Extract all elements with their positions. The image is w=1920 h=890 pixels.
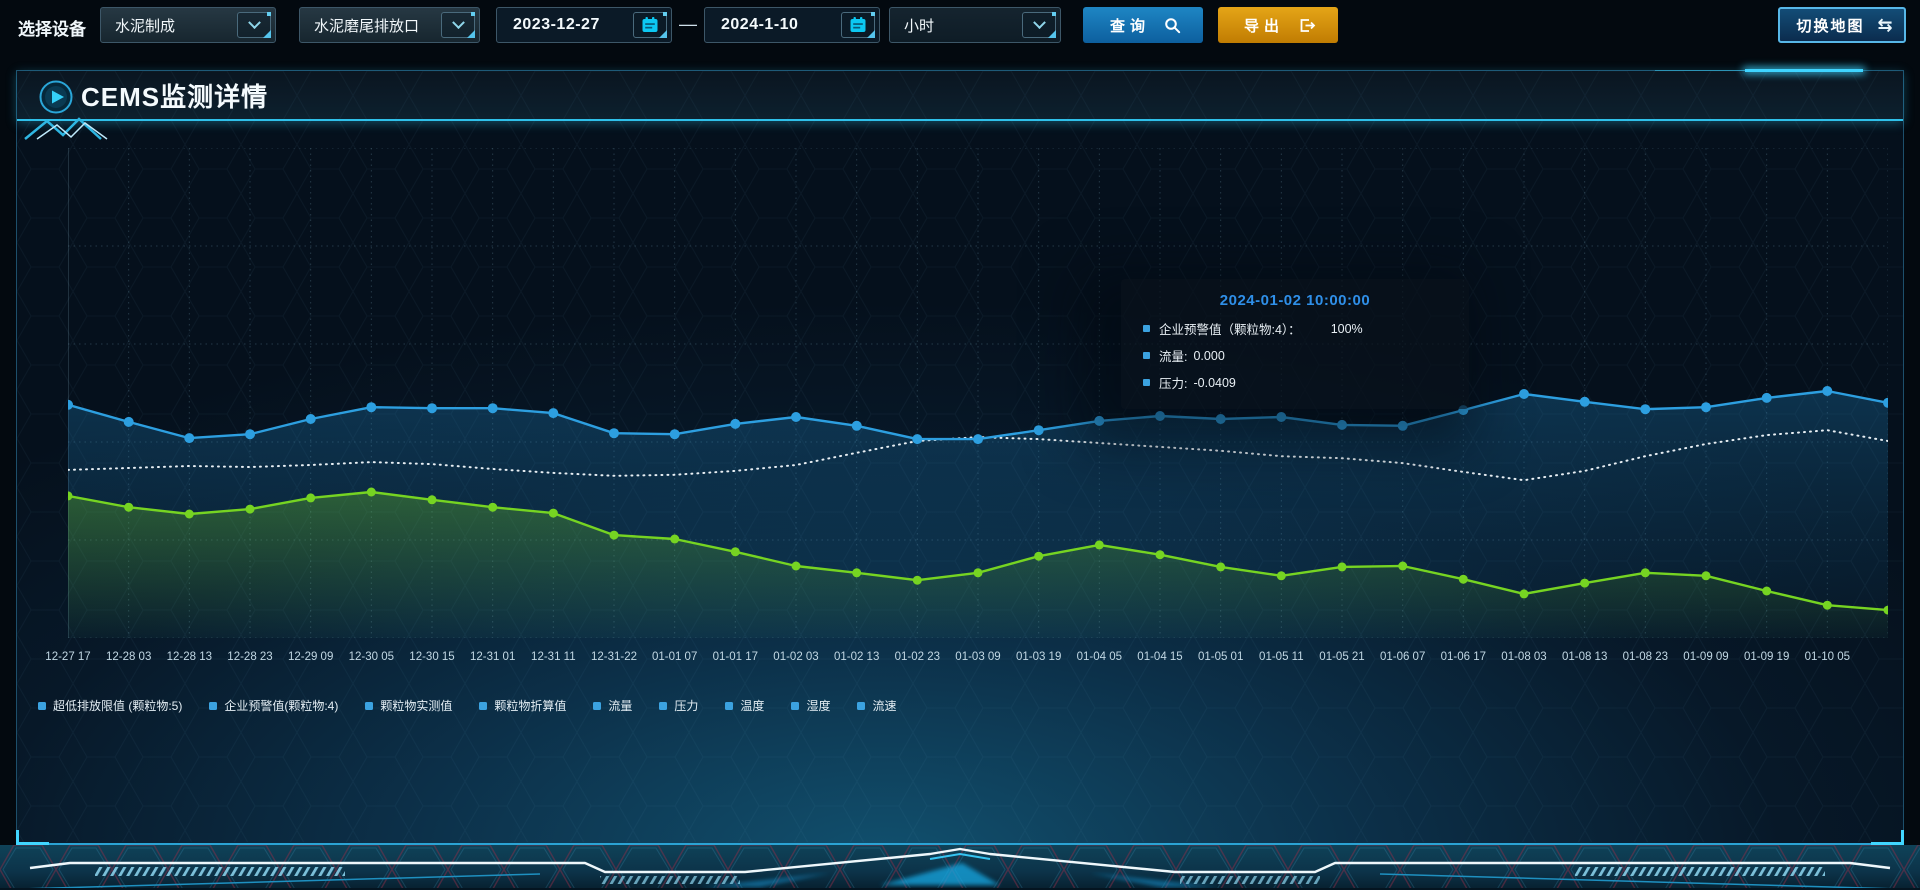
x-axis-label: 12-30 15 [409,651,455,663]
x-axis-label: 01-06 07 [1379,651,1426,663]
legend-item-label: 流速 [872,699,897,713]
x-axis-label: 01-02 13 [833,651,880,663]
device-group-select[interactable]: 水泥制成 [100,7,276,43]
legend-item-label: 超低排放限值 (颗粒物:5) [53,699,183,713]
chart-legend: 超低排放限值 (颗粒物:5) 企业预警值(颗粒物:4) 颗粒物实测值 颗粒物折算值 流量… [38,697,896,714]
x-axis-label: 01-08 13 [1561,651,1608,663]
x-axis-label: 01-08 23 [1622,651,1669,663]
legend-marker-icon [593,701,602,710]
date-range-separator: — [679,14,697,34]
legend-marker-icon [725,701,734,710]
footer-decoration [0,845,1920,890]
x-axis-label: 01-08 03 [1501,651,1547,663]
start-date-input[interactable]: 2023-12-27 [496,7,672,43]
legend-item-label: 压力 [674,699,699,713]
legend-marker-icon [791,701,800,710]
x-axis-label: 01-01 17 [712,651,759,663]
cems-panel: CEMS监测详情 12-27 17 12-28 03 12-28 13 12-28 2… [16,69,1904,845]
switch-map-button[interactable]: 切换地图 ⇆ [1778,7,1906,43]
legend-item[interactable]: 温度 [725,697,764,714]
select-device-label: 选择设备 [18,20,86,39]
x-axis-labels: 12-27 17 12-28 03 12-28 13 12-28 23 12-29 09… [45,651,1888,669]
x-axis-label: 12-28 13 [166,651,213,663]
legend-item[interactable]: 压力 [659,697,698,714]
swap-arrows-icon: ⇆ [1877,14,1893,35]
legend-item-label: 企业预警值(颗粒物:4) [224,699,339,713]
device-group-select-value: 水泥制成 [115,17,176,35]
legend-item[interactable]: 湿度 [791,697,830,714]
x-axis-label: 01-10 05 [1804,651,1851,663]
calendar-icon [841,12,875,38]
x-axis-label: 12-31 01 [469,651,516,663]
export-icon [1300,18,1316,32]
legend-marker-icon [659,701,668,710]
legend-item-label: 湿度 [806,699,831,713]
x-axis-label: 12-29 09 [287,651,334,663]
legend-marker-icon [38,701,46,710]
x-axis-label: 01-01 07 [651,651,698,663]
search-icon [1165,17,1181,33]
x-axis-label: 12-30 05 [348,651,395,663]
outlet-select-value: 水泥磨尾排放口 [314,17,420,35]
export-button[interactable]: 导出 [1218,7,1338,43]
x-axis-label: 01-04 05 [1076,651,1123,663]
x-axis-label: 12-31-22 [590,651,638,663]
chevron-down-icon [1022,12,1056,38]
interval-select[interactable]: 小时 [889,7,1061,43]
play-icon[interactable] [39,80,73,114]
x-axis-label: 01-09 19 [1743,651,1790,663]
export-button-label: 导出 [1243,17,1284,35]
query-button[interactable]: 查询 [1083,7,1203,43]
chevron-down-icon [441,12,475,38]
toolbar: 选择设备 水泥制成 水泥磨尾排放口 2023-12-27 — 2024-1-10… [0,0,1920,56]
legend-marker-icon [479,701,488,710]
x-axis-label: 12-31 11 [531,651,576,663]
header-hexagon-pattern [17,71,1903,119]
panel-title: CEMS监测详情 [81,81,269,112]
x-axis-label: 01-04 15 [1137,651,1183,663]
x-axis-label: 01-05 01 [1197,651,1244,663]
legend-marker-icon [857,701,866,710]
cems-line-chart[interactable] [68,148,1888,638]
x-axis-label: 01-03 09 [955,651,1001,663]
query-button-label: 查询 [1109,17,1150,35]
x-axis-label: 01-02 23 [894,651,941,663]
legend-item[interactable]: 流量 [593,697,632,714]
chevron-down-icon [237,12,271,38]
outlet-select[interactable]: 水泥磨尾排放口 [299,7,480,43]
x-axis-label: 12-28 03 [105,651,152,663]
x-axis-label: 01-05 11 [1259,651,1304,663]
legend-marker-icon [209,701,218,710]
legend-item-label: 流量 [608,699,633,713]
x-axis-label: 12-27 17 [45,651,91,663]
x-axis-label: 12-28 23 [227,651,273,663]
legend-item[interactable]: 颗粒物实测值 [365,697,452,714]
end-date-value: 2024-1-10 [721,16,799,33]
header-accent-line [1655,69,1863,72]
legend-item[interactable]: 企业预警值(颗粒物:4) [209,697,338,714]
legend-item-label: 颗粒物实测值 [380,699,453,713]
legend-item-label: 温度 [740,699,765,713]
calendar-icon [633,12,667,38]
x-axis-label: 01-06 17 [1440,651,1487,663]
start-date-value: 2023-12-27 [513,16,600,33]
x-axis-label: 01-03 19 [1015,651,1062,663]
legend-item[interactable]: 颗粒物折算值 [479,697,566,714]
legend-item[interactable]: 超低排放限值 (颗粒物:5) [38,697,182,714]
interval-select-value: 小时 [904,17,935,35]
x-axis-label: 01-05 21 [1319,651,1365,663]
legend-item-label: 颗粒物折算值 [494,699,567,713]
end-date-input[interactable]: 2024-1-10 [704,7,880,43]
x-axis-label: 01-02 03 [773,651,819,663]
panel-header: CEMS监测详情 [17,69,1903,121]
legend-item[interactable]: 流速 [857,697,896,714]
legend-marker-icon [365,701,374,710]
x-axis-label: 01-09 09 [1683,651,1729,663]
switch-map-label: 切换地图 [1796,17,1865,35]
